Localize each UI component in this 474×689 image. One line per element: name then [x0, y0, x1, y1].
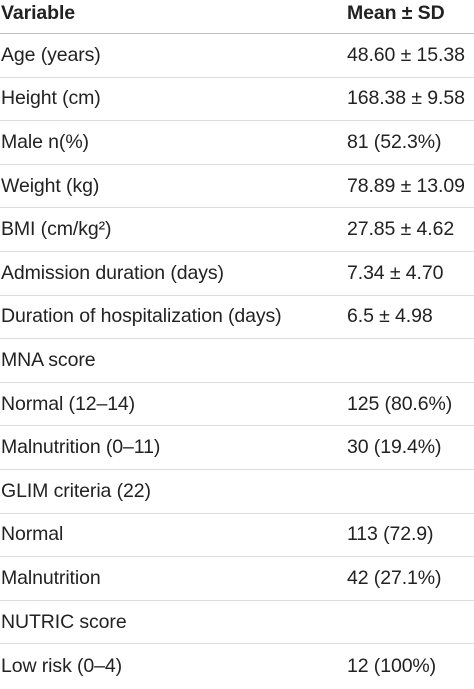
row-variable: Malnutrition (0–11) [1, 436, 161, 459]
row-value: 78.89 ± 13.09 [347, 174, 465, 197]
row-value: 27.85 ± 4.62 [347, 218, 455, 241]
row-value: 168.38 ± 9.58 [347, 87, 465, 110]
table-row: Duration of hospitalization (days) 6.5 ±… [0, 296, 474, 340]
table-row: Weight (kg) 78.89 ± 13.09 [0, 165, 474, 209]
table-row: Low risk (0–4) 12 (100%) [0, 644, 474, 688]
row-variable: Malnutrition [1, 566, 101, 589]
row-value: 7.34 ± 4.70 [347, 261, 444, 284]
row-value: 113 (72.9) [347, 523, 434, 546]
row-variable: Duration of hospitalization (days) [1, 305, 282, 328]
table-row: GLIM criteria (22) [0, 470, 474, 514]
table-row: Malnutrition 42 (27.1%) [0, 557, 474, 601]
table-row: Normal (12–14) 125 (80.6%) [0, 383, 474, 427]
row-value: 125 (80.6%) [347, 392, 453, 415]
header-mean-sd: Mean ± SD [347, 2, 445, 24]
table-header-row: Variable Mean ± SD [0, 0, 474, 34]
header-variable: Variable [1, 2, 76, 24]
table-row: Male n(%) 81 (52.3%) [0, 121, 474, 165]
row-value: 30 (19.4%) [347, 436, 442, 459]
row-value: 48.60 ± 15.38 [347, 43, 465, 66]
row-variable: Normal (12–14) [1, 392, 136, 415]
row-variable: Weight (kg) [1, 174, 100, 197]
row-variable: MNA score [1, 348, 96, 371]
row-value: 12 (100%) [347, 654, 437, 677]
row-variable: Low risk (0–4) [1, 654, 123, 677]
row-variable: Height (cm) [1, 87, 101, 110]
table-row: NUTRIC score [0, 601, 474, 645]
table-row: Age (years) 48.60 ± 15.38 [0, 34, 474, 78]
row-variable: GLIM criteria (22) [1, 479, 151, 502]
table-row: Malnutrition (0–11) 30 (19.4%) [0, 426, 474, 470]
row-variable: Normal [1, 523, 64, 546]
table-row: Admission duration (days) 7.34 ± 4.70 [0, 252, 474, 296]
table-row: Height (cm) 168.38 ± 9.58 [0, 78, 474, 122]
row-variable: Admission duration (days) [1, 261, 224, 284]
row-variable: BMI (cm/kg²) [1, 218, 112, 241]
table-row: MNA score [0, 339, 474, 383]
row-value: 42 (27.1%) [347, 566, 442, 589]
table-row: Normal 113 (72.9) [0, 514, 474, 558]
table-row: BMI (cm/kg²) 27.85 ± 4.62 [0, 208, 474, 252]
row-variable: Male n(%) [1, 130, 89, 153]
row-value: 6.5 ± 4.98 [347, 305, 433, 328]
row-value: 81 (52.3%) [347, 130, 442, 153]
row-variable: NUTRIC score [1, 610, 127, 633]
row-variable: Age (years) [1, 43, 101, 66]
